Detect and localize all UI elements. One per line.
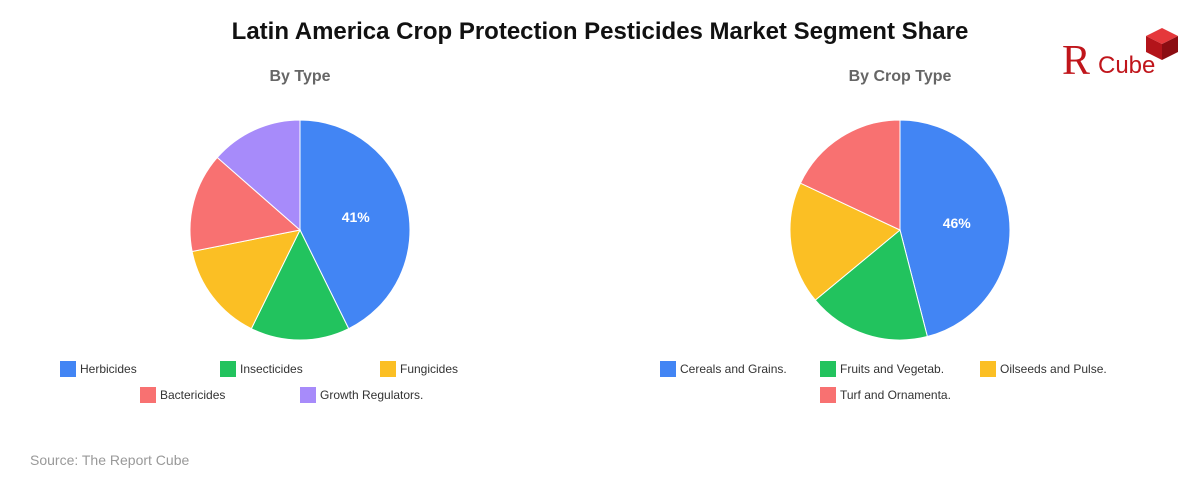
legend-swatch (220, 361, 236, 377)
legend-item-turf-and-ornamenta: Turf and Ornamenta. (820, 387, 951, 403)
pie-slice-cereals-and-grains (899, 119, 1011, 338)
legend-label: Fruits and Vegetab. (840, 362, 945, 376)
logo-letter: Я (1062, 38, 1091, 84)
logo-word: Cube (1098, 52, 1156, 79)
legend-label: Cereals and Grains. (680, 362, 787, 376)
report-cube-logo: Я Cube (1060, 26, 1182, 84)
legend-label: Herbicides (80, 362, 137, 376)
pie-slice-fungicides (191, 229, 301, 330)
pie-slice-turf-and-ornamenta (799, 119, 901, 231)
data-label-herbicides: 41% (342, 209, 371, 225)
legend-item-fungicides: Fungicides (380, 361, 458, 377)
pie-slice-growth-regulators (216, 119, 301, 232)
legend-item-bactericides: Bactericides (140, 387, 225, 403)
legend-item-fruits-and-vegetab: Fruits and Vegetab. (820, 361, 944, 377)
source-note: Source: The Report Cube (30, 452, 190, 468)
legend-item-cereals-and-grains: Cereals and Grains. (660, 361, 787, 377)
pie-slice-fruits-and-vegetab (814, 229, 928, 341)
legend-swatch (820, 387, 836, 403)
red-cube-icon (1146, 28, 1178, 60)
legend-swatch (980, 361, 996, 377)
legend-item-oilseeds-and-pulse: Oilseeds and Pulse. (980, 361, 1107, 377)
legend-item-insecticides: Insecticides (220, 361, 303, 377)
legend-swatch (820, 361, 836, 377)
pie-chart-by-crop-type: 46% (789, 119, 1011, 341)
data-label-cereals-and-grains: 46% (943, 215, 972, 231)
page-title: Latin America Crop Protection Pesticides… (231, 18, 969, 45)
pie-slice-bactericides (189, 156, 302, 253)
legend-swatch (380, 361, 396, 377)
chart-subtitle-by-type: By Type (269, 68, 331, 85)
legend-label: Turf and Ornamenta. (840, 388, 951, 402)
legend-swatch (140, 387, 156, 403)
pie-slice-herbicides (299, 119, 411, 330)
legend-item-growth-regulators: Growth Regulators. (300, 387, 423, 403)
legend-label: Insecticides (240, 362, 303, 376)
legend-swatch (60, 361, 76, 377)
legend-label: Fungicides (400, 362, 459, 376)
chart-subtitle-by-crop-type: By Crop Type (848, 68, 952, 85)
pie-chart-by-type: 41% (189, 119, 411, 341)
legend-label: Bactericides (160, 388, 226, 402)
pie-slice-insecticides (250, 228, 350, 341)
legend-item-herbicides: Herbicides (60, 361, 137, 377)
legend-swatch (660, 361, 676, 377)
legend-label: Oilseeds and Pulse. (1000, 362, 1107, 376)
legend-swatch (300, 387, 316, 403)
legend-label: Growth Regulators. (320, 388, 424, 402)
pie-slice-oilseeds-and-pulse (789, 182, 901, 301)
